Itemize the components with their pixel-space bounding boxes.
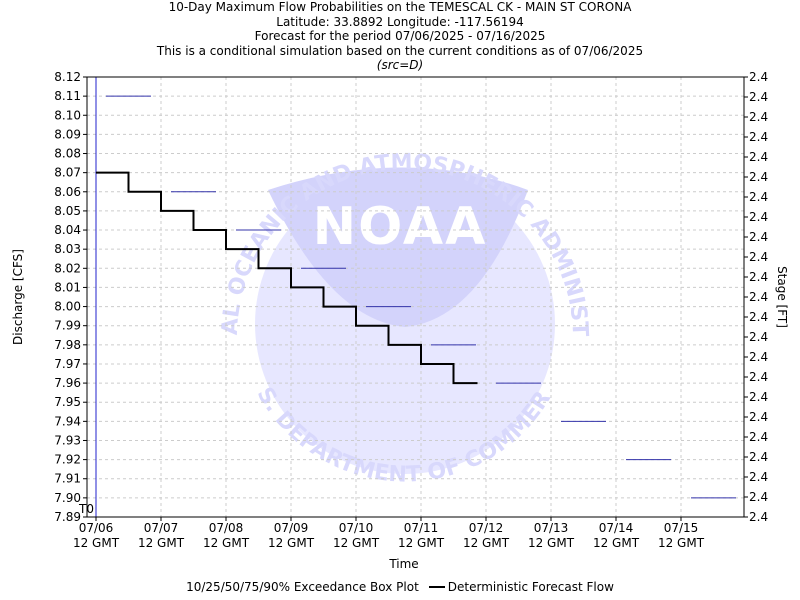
y2-tick-label: 2.4 [749, 150, 768, 164]
chart-location: Latitude: 33.8892 Longitude: -117.56194 [276, 14, 524, 29]
y-tick-label: 7.98 [54, 338, 81, 352]
y2-tick-label: 2.4 [749, 190, 768, 204]
y-tick-label: 8.07 [54, 166, 81, 180]
x-tick-time: 12 GMT [138, 536, 185, 550]
legend-deterministic-swatch [428, 585, 445, 588]
y2-tick-label: 2.4 [749, 350, 768, 364]
t0-label: T0 [78, 502, 94, 516]
y2-tick-label: 2.4 [749, 470, 768, 484]
y2-tick-label: 2.4 [749, 170, 768, 184]
x-tick-date: 07/12 [469, 521, 504, 535]
chart-title: 10-Day Maximum Flow Probabilities on the… [168, 0, 632, 14]
y2-tick-label: 2.4 [749, 430, 768, 444]
legend-deterministic-label: Deterministic Forecast Flow [447, 580, 614, 594]
y-tick-label: 7.95 [54, 395, 81, 409]
y-tick-label: 7.94 [54, 414, 81, 428]
y2-tick-label: 2.4 [749, 90, 768, 104]
y-tick-label: 7.91 [54, 472, 81, 486]
y2-axis-title: Stage [FT] [775, 266, 789, 328]
simulation-note: This is a conditional simulation based o… [156, 43, 644, 58]
y2-tick-label: 2.4 [749, 70, 768, 84]
y-tick-label: 8.11 [54, 89, 81, 103]
forecast-period: Forecast for the period 07/06/2025 - 07/… [254, 29, 546, 43]
x-tick-time: 12 GMT [398, 536, 445, 550]
y-tick-label: 8.00 [54, 300, 81, 314]
y-tick-label: 7.93 [54, 433, 81, 447]
x-tick-date: 07/07 [144, 521, 179, 535]
y-tick-label: 8.12 [54, 70, 81, 84]
y2-tick-label: 2.4 [749, 250, 768, 264]
x-tick-time: 12 GMT [528, 536, 575, 550]
x-tick-date: 07/11 [404, 521, 439, 535]
source-note: (src=D) [376, 58, 424, 72]
y2-tick-label: 2.4 [749, 310, 768, 324]
y2-tick-label: 2.4 [749, 270, 768, 284]
x-tick-date: 07/06 [79, 521, 114, 535]
y-tick-label: 8.04 [54, 223, 81, 237]
x-tick-time: 12 GMT [463, 536, 510, 550]
y2-tick-label: 2.4 [749, 490, 768, 504]
y2-tick-label: 2.4 [749, 210, 768, 224]
y-tick-label: 8.02 [54, 261, 81, 275]
x-tick-date: 07/08 [209, 521, 244, 535]
x-tick-date: 07/15 [664, 521, 699, 535]
noaa-logo-text: NOAA [313, 197, 488, 257]
y2-tick-label: 2.4 [749, 450, 768, 464]
y-tick-label: 7.92 [54, 453, 81, 467]
noaa-watermark: NOAA NATIONAL OCEANIC AND ATMOSPHERIC AD… [0, 0, 592, 488]
y-tick-label: 7.99 [54, 319, 81, 333]
x-tick-time: 12 GMT [658, 536, 705, 550]
y2-tick-label: 2.4 [749, 330, 768, 344]
x-tick-time: 12 GMT [268, 536, 315, 550]
x-tick-time: 12 GMT [593, 536, 640, 550]
y-tick-label: 8.03 [54, 242, 81, 256]
y-axis-title: Discharge [CFS] [11, 249, 25, 345]
y-tick-label: 7.96 [54, 376, 81, 390]
deterministic-flow-line [96, 171, 478, 385]
x-tick-date: 07/10 [339, 521, 374, 535]
y2-tick-label: 2.4 [749, 130, 768, 144]
x-tick-time: 12 GMT [73, 536, 120, 550]
plot-frame [86, 76, 745, 518]
y-tick-label: 8.10 [54, 108, 81, 122]
x-tick-date: 07/13 [534, 521, 569, 535]
y-tick-label: 8.08 [54, 147, 81, 161]
x-tick-time: 12 GMT [203, 536, 250, 550]
y-tick-label: 8.01 [54, 280, 81, 294]
x-axis-title: Time [388, 557, 418, 571]
legend-box-plot-label: 10/25/50/75/90% Exceedance Box Plot [186, 580, 419, 594]
x-tick-time: 12 GMT [333, 536, 380, 550]
chart-axes: 8.12 8.11 8.10 8.09 8.08 8.07 8.06 8.05 8.04 8.03… [11, 70, 789, 571]
y-tick-label: 7.97 [54, 357, 81, 371]
y-tick-label: 8.05 [54, 204, 81, 218]
chart-marks [95, 77, 736, 517]
y-tick-label: 7.89 [54, 510, 81, 524]
y2-tick-label: 2.4 [749, 110, 768, 124]
y-tick-label: 7.90 [54, 491, 81, 505]
y2-tick-label: 2.4 [749, 410, 768, 424]
y-tick-label: 8.09 [54, 127, 81, 141]
x-tick-date: 07/14 [599, 521, 634, 535]
y2-tick-label: 2.4 [749, 230, 768, 244]
y-tick-label: 8.06 [54, 185, 81, 199]
y2-tick-label: 2.4 [749, 290, 768, 304]
x-tick-date: 07/09 [274, 521, 309, 535]
y2-tick-label: 2.4 [749, 510, 768, 524]
legend: 10/25/50/75/90% Exceedance Box Plot Deter… [0, 580, 800, 594]
y2-tick-label: 2.4 [749, 370, 768, 384]
y2-tick-label: 2.4 [749, 390, 768, 404]
chart-titles: 10-Day Maximum Flow Probabilities on the… [0, 0, 800, 73]
